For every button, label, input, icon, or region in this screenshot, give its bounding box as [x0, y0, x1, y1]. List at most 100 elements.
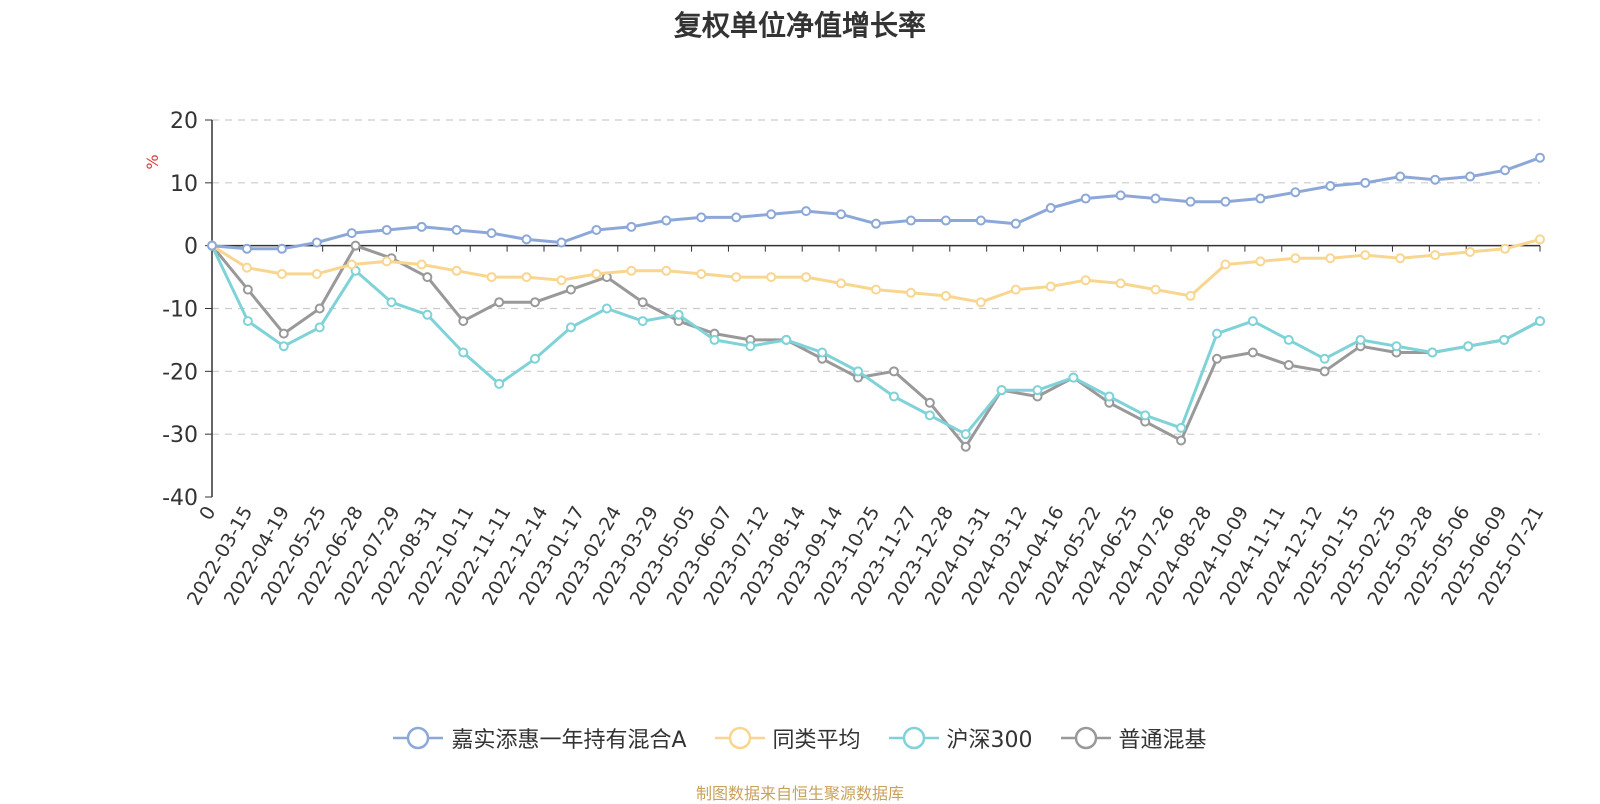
- data-point[interactable]: [494, 297, 505, 308]
- data-point[interactable]: [1115, 190, 1126, 201]
- data-point[interactable]: [591, 224, 602, 235]
- data-point[interactable]: [458, 316, 469, 327]
- data-point[interactable]: [801, 272, 812, 283]
- data-point[interactable]: [1255, 256, 1266, 267]
- data-point[interactable]: [853, 366, 864, 377]
- data-point[interactable]: [1395, 171, 1406, 182]
- data-point[interactable]: [745, 341, 756, 352]
- data-point[interactable]: [766, 272, 777, 283]
- data-point[interactable]: [276, 243, 287, 254]
- data-point[interactable]: [556, 237, 567, 248]
- data-point[interactable]: [1391, 341, 1402, 352]
- legend-item[interactable]: 同类平均: [714, 722, 861, 754]
- data-point[interactable]: [1465, 246, 1476, 257]
- data-point[interactable]: [673, 309, 684, 320]
- data-point[interactable]: [960, 429, 971, 440]
- data-point[interactable]: [311, 268, 322, 279]
- data-point[interactable]: [1360, 177, 1371, 188]
- data-point[interactable]: [1430, 250, 1441, 261]
- data-point[interactable]: [975, 297, 986, 308]
- data-point[interactable]: [486, 272, 497, 283]
- data-point[interactable]: [1247, 316, 1258, 327]
- data-point[interactable]: [601, 303, 612, 314]
- data-point[interactable]: [591, 268, 602, 279]
- data-point[interactable]: [1045, 281, 1056, 292]
- data-point[interactable]: [565, 322, 576, 333]
- data-point[interactable]: [1325, 253, 1336, 264]
- data-point[interactable]: [731, 212, 742, 223]
- data-point[interactable]: [1395, 253, 1406, 264]
- data-point[interactable]: [871, 284, 881, 295]
- data-point[interactable]: [346, 259, 357, 270]
- data-point[interactable]: [1211, 353, 1222, 364]
- data-point[interactable]: [1355, 334, 1366, 345]
- data-point[interactable]: [350, 240, 361, 251]
- data-point[interactable]: [1220, 259, 1231, 270]
- data-point[interactable]: [1500, 243, 1511, 254]
- data-point[interactable]: [1465, 171, 1476, 182]
- data-point[interactable]: [709, 334, 720, 345]
- data-point[interactable]: [422, 272, 433, 283]
- data-point[interactable]: [242, 284, 253, 295]
- data-point[interactable]: [1150, 193, 1161, 204]
- data-point[interactable]: [1150, 284, 1161, 295]
- data-point[interactable]: [422, 309, 433, 320]
- data-point[interactable]: [1535, 316, 1545, 327]
- data-point[interactable]: [381, 224, 392, 235]
- data-point[interactable]: [1319, 353, 1330, 364]
- data-point[interactable]: [975, 215, 986, 226]
- data-point[interactable]: [871, 218, 881, 229]
- data-point[interactable]: [486, 228, 497, 239]
- data-point[interactable]: [940, 215, 951, 226]
- data-point[interactable]: [1319, 366, 1330, 377]
- data-point[interactable]: [1032, 385, 1043, 396]
- data-point[interactable]: [565, 284, 576, 295]
- data-point[interactable]: [1176, 422, 1187, 433]
- data-point[interactable]: [1290, 187, 1301, 198]
- data-point[interactable]: [924, 410, 935, 421]
- data-point[interactable]: [1430, 174, 1441, 185]
- data-point[interactable]: [1255, 193, 1266, 204]
- data-point[interactable]: [661, 265, 672, 276]
- data-point[interactable]: [416, 259, 427, 270]
- data-point[interactable]: [836, 209, 847, 220]
- data-point[interactable]: [1211, 328, 1222, 339]
- data-point[interactable]: [888, 366, 899, 377]
- data-point[interactable]: [1290, 253, 1301, 264]
- data-point[interactable]: [521, 234, 532, 245]
- data-point[interactable]: [1140, 410, 1151, 421]
- data-point[interactable]: [1500, 165, 1511, 176]
- data-point[interactable]: [1045, 202, 1056, 213]
- data-point[interactable]: [924, 397, 935, 408]
- data-point[interactable]: [731, 272, 742, 283]
- data-point[interactable]: [278, 341, 289, 352]
- data-point[interactable]: [960, 441, 971, 452]
- data-point[interactable]: [696, 212, 707, 223]
- legend-item[interactable]: 嘉实添惠一年持有混合A: [393, 722, 687, 754]
- data-point[interactable]: [241, 243, 252, 254]
- data-point[interactable]: [1535, 152, 1545, 163]
- data-point[interactable]: [311, 237, 322, 248]
- data-point[interactable]: [386, 297, 397, 308]
- data-point[interactable]: [278, 328, 289, 339]
- data-point[interactable]: [521, 272, 532, 283]
- data-point[interactable]: [530, 353, 541, 364]
- data-point[interactable]: [637, 316, 648, 327]
- data-point[interactable]: [1068, 372, 1079, 383]
- data-point[interactable]: [1185, 196, 1196, 207]
- data-point[interactable]: [661, 215, 672, 226]
- data-point[interactable]: [1247, 347, 1258, 358]
- data-point[interactable]: [696, 268, 707, 279]
- data-point[interactable]: [1080, 193, 1091, 204]
- data-point[interactable]: [1325, 180, 1336, 191]
- data-point[interactable]: [1115, 278, 1126, 289]
- data-point[interactable]: [1499, 334, 1510, 345]
- data-point[interactable]: [416, 221, 427, 232]
- data-point[interactable]: [207, 240, 217, 251]
- data-point[interactable]: [836, 278, 847, 289]
- data-point[interactable]: [458, 347, 469, 358]
- data-point[interactable]: [451, 265, 462, 276]
- legend-item[interactable]: 沪深300: [888, 722, 1033, 754]
- data-point[interactable]: [276, 268, 287, 279]
- data-point[interactable]: [346, 228, 357, 239]
